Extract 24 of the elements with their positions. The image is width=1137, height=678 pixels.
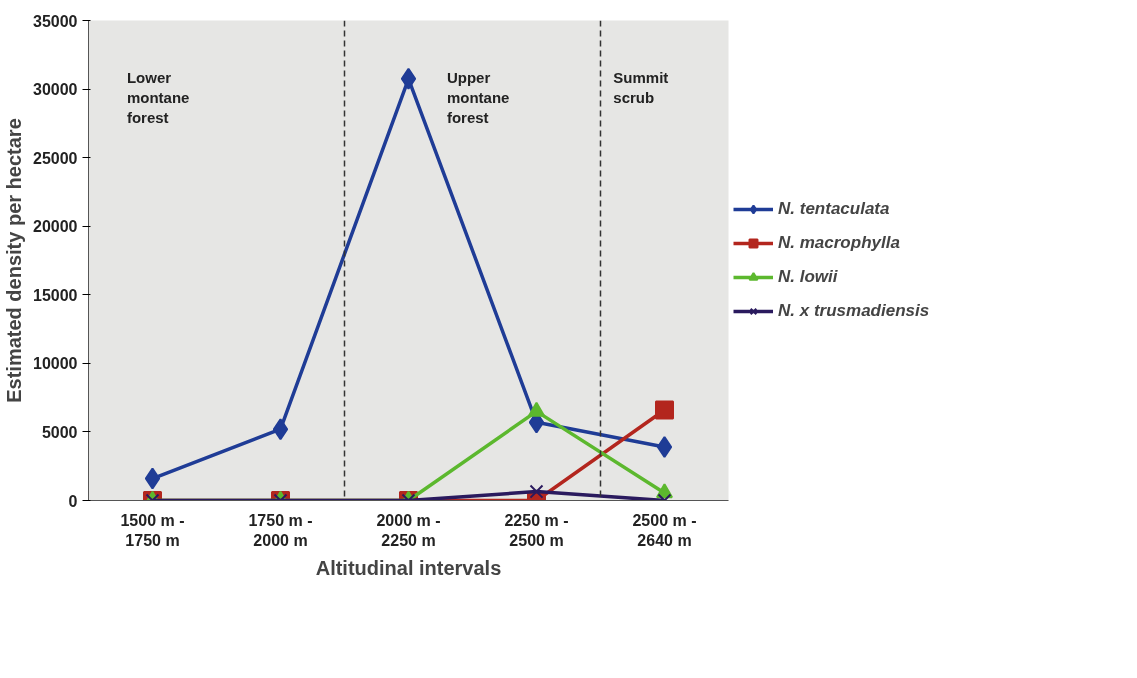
annotation: Lower montane forest [126, 68, 190, 127]
annotation: Upper montane forest [446, 68, 510, 127]
x-tick-label: 1500 m - 1750 m [120, 511, 185, 549]
y-tick-label: 5000 [41, 423, 78, 441]
x-tick-label: 2000 m - 2250 m [376, 511, 441, 549]
y-tick-label: 20000 [33, 218, 78, 236]
legend-label: N. x trusmadiensis [778, 301, 930, 321]
y-tick-label: 30000 [33, 81, 78, 99]
x-axis-title: Altitudinal intervals [315, 556, 502, 579]
y-tick-label: 15000 [33, 286, 78, 304]
y-tick-label: 35000 [33, 12, 78, 30]
x-tick-label: 1750 m - 2000 m [248, 511, 313, 549]
y-axis-title: Estimated density per hectare [3, 118, 26, 403]
point [400, 67, 417, 90]
annotation: Summit scrub [613, 68, 669, 106]
legend-label: N. tentaculata [778, 199, 890, 219]
y-tick-label: 10000 [33, 355, 78, 373]
y-tick-label: 0 [68, 492, 78, 510]
x-tick-label: 2250 m - 2500 m [504, 511, 569, 549]
legend-label: N. macrophylla [778, 233, 900, 253]
legend-label: N. lowii [778, 267, 838, 287]
x-tick-label: 2500 m - 2640 m [632, 511, 697, 549]
y-tick-label: 25000 [33, 149, 78, 167]
point [528, 401, 545, 417]
